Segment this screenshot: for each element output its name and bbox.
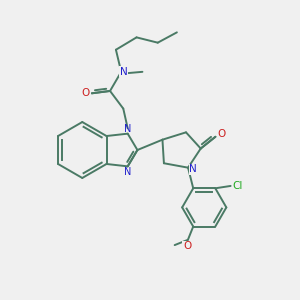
- Text: N: N: [120, 67, 128, 77]
- Text: O: O: [217, 129, 226, 140]
- Text: N: N: [190, 164, 197, 174]
- Text: Cl: Cl: [232, 181, 242, 191]
- Text: N: N: [124, 124, 131, 134]
- Text: O: O: [183, 241, 191, 251]
- Text: O: O: [82, 88, 90, 98]
- Text: N: N: [124, 167, 131, 177]
